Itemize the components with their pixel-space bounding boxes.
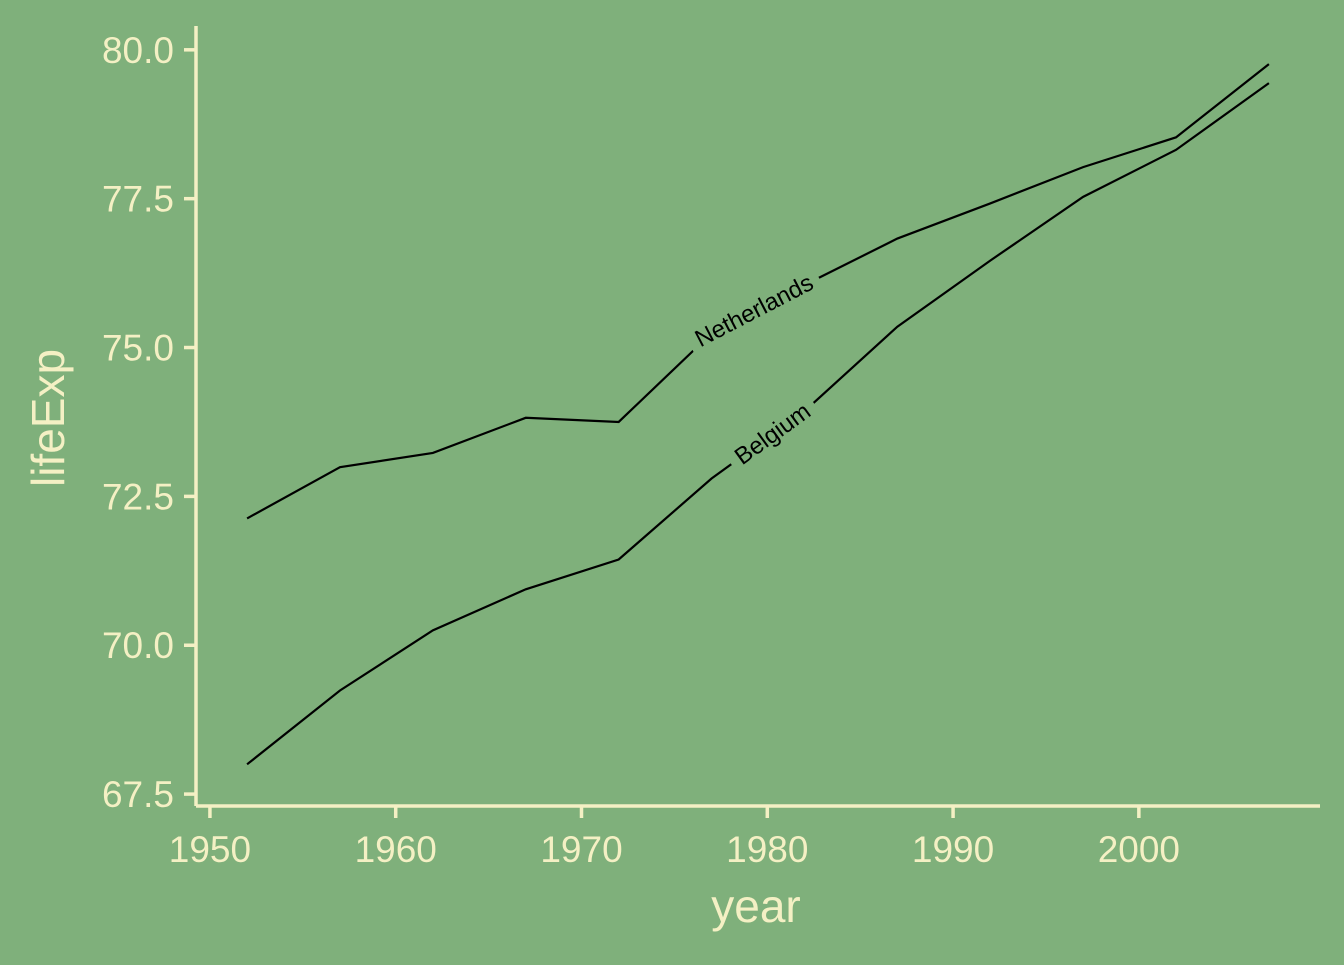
y-axis-title: lifeExp bbox=[22, 349, 74, 487]
y-tick-label: 70.0 bbox=[102, 625, 174, 666]
x-tick-label: 1970 bbox=[540, 829, 622, 870]
x-tick-label: 1980 bbox=[726, 829, 808, 870]
series-group: Netherlands Belgium bbox=[246, 63, 1270, 766]
y-tick-label: 75.0 bbox=[102, 328, 174, 369]
series-line-netherlands bbox=[246, 63, 1270, 520]
series-belgium: Belgium bbox=[246, 82, 1270, 766]
y-tick-label: 80.0 bbox=[102, 30, 174, 71]
series-label-netherlands: Netherlands bbox=[691, 269, 818, 353]
series-label-belgium: Belgium bbox=[730, 398, 816, 471]
y-tick-label: 67.5 bbox=[102, 774, 174, 815]
x-tick-label: 1960 bbox=[355, 829, 437, 870]
x-axis-title: year bbox=[711, 880, 800, 932]
x-tick-label: 2000 bbox=[1098, 829, 1180, 870]
y-tick-label: 77.5 bbox=[102, 179, 174, 220]
x-tick-label: 1950 bbox=[169, 829, 251, 870]
x-tick-label: 1990 bbox=[912, 829, 994, 870]
y-tick-label: 72.5 bbox=[102, 476, 174, 517]
series-line-belgium bbox=[246, 82, 1270, 766]
axes: 1950 1960 1970 1980 1990 2000 67.5 70.0 72.5 75.0… bbox=[102, 26, 1320, 870]
